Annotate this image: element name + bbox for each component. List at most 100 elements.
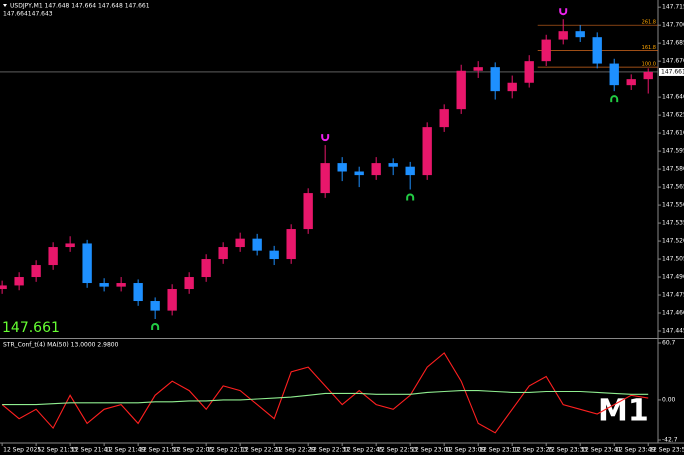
fib-label: 161.8: [642, 45, 656, 51]
x-tick-label: 12 Sep 22:45: [343, 447, 383, 454]
fib-label: 261.8: [642, 20, 656, 26]
indicator-line: [2, 390, 649, 406]
candle-body: [252, 238, 262, 251]
y-tick-label: 0.00: [662, 396, 676, 403]
fib-label: 100.0: [642, 62, 656, 68]
fractal-marker: [610, 95, 619, 103]
y-tick-label: 147.610: [662, 130, 684, 137]
candle-body: [473, 67, 483, 71]
x-tick-label: 12 Sep 22:29: [275, 447, 315, 454]
candle-body: [14, 277, 24, 286]
x-tick-label: 12 Sep 23:01: [411, 447, 451, 454]
y-tick-label: -42.7: [662, 436, 678, 443]
candle-body: [541, 39, 551, 62]
x-tick-label: 12 Sep 23:41: [581, 447, 621, 454]
y-tick-label: 147.685: [662, 40, 684, 47]
candle-body: [99, 283, 109, 287]
y-tick-label: 147.625: [662, 112, 684, 119]
x-tick-label: 12 Sep 23:09: [445, 447, 485, 454]
y-tick-label: 147.535: [662, 220, 684, 227]
x-tick-label: 12 Sep 23:17: [479, 447, 519, 454]
fractal-marker: [406, 193, 415, 201]
candle-body: [133, 283, 143, 302]
x-tick-label: 12 Sep 21:57: [139, 447, 179, 454]
fractal-marker: [151, 323, 160, 331]
candle-body: [592, 37, 602, 64]
x-tick-label: 12 Sep 21:41: [71, 447, 111, 454]
y-tick-label: 147.550: [662, 202, 684, 209]
fractal-marker: [321, 134, 330, 142]
current-price-tag: [659, 67, 684, 76]
candle-body: [388, 163, 398, 167]
candle-body: [0, 285, 7, 290]
candle-body: [643, 71, 653, 80]
y-tick-label: 147.490: [662, 274, 684, 281]
y-tick-label: 147.445: [662, 328, 684, 335]
candle-body: [184, 277, 194, 290]
candle-body: [507, 82, 517, 92]
y-tick-label: 147.475: [662, 292, 684, 299]
y-tick-label: 147.505: [662, 256, 684, 263]
y-tick-label: 147.715: [662, 4, 684, 11]
current-price-label: 147.661: [661, 68, 684, 75]
x-tick-label: 12 Sep 23:49: [615, 447, 655, 454]
candle-body: [609, 63, 619, 86]
symbol-header: USDJPY,M1 147.648 147.664 147.648 147.66…: [10, 3, 150, 10]
candle-body: [286, 229, 296, 260]
candle-body: [524, 61, 534, 83]
symbol-menu-arrow[interactable]: [3, 4, 7, 7]
y-tick-label: 60.7: [662, 340, 676, 347]
x-tick-label: 12 Sep 22:21: [241, 447, 281, 454]
candle-body: [269, 250, 279, 260]
candle-body: [31, 265, 41, 278]
bid-ask: 147.664147.643: [3, 11, 53, 18]
x-tick-label: 12 Sep 22:37: [309, 447, 349, 454]
y-tick-label: 147.595: [662, 148, 684, 155]
x-tick-label: 12 Sep 23:33: [547, 447, 587, 454]
candle-body: [456, 70, 466, 110]
candle-body: [439, 109, 449, 128]
x-tick-label: 12 Sep 23:57: [649, 447, 684, 454]
candle-body: [405, 166, 415, 176]
x-tick-label: 12 Sep 22:05: [173, 447, 213, 454]
x-tick-label: 12 Sep 22:53: [377, 447, 417, 454]
indicator-line: [1, 352, 649, 434]
candle-body: [558, 31, 568, 40]
candle-body: [320, 163, 330, 194]
x-tick-label: 12 Sep 23:25: [513, 447, 553, 454]
candle-body: [218, 247, 228, 260]
y-tick-label: 147.460: [662, 310, 684, 317]
candle-body: [490, 67, 500, 92]
candle-body: [354, 171, 364, 176]
y-tick-label: 147.520: [662, 238, 684, 245]
candle-body: [82, 243, 92, 284]
y-tick-label: 147.670: [662, 58, 684, 65]
y-tick-label: 147.580: [662, 166, 684, 173]
candle-body: [150, 301, 160, 311]
y-tick-label: 147.640: [662, 94, 684, 101]
candle-body: [371, 163, 381, 176]
candle-body: [48, 247, 58, 266]
candle-body: [201, 259, 211, 278]
candle-body: [626, 79, 636, 86]
y-tick-label: 147.700: [662, 22, 684, 29]
candle-body: [303, 193, 313, 230]
candle-body: [575, 31, 585, 38]
x-tick-label: 12 Sep 2025: [3, 447, 41, 454]
candle-body: [116, 283, 126, 287]
fractal-marker: [559, 8, 568, 16]
y-tick-label: 147.565: [662, 184, 684, 191]
candle-body: [337, 163, 347, 172]
candle-body: [422, 127, 432, 176]
indicator-title: STR_Conf_t(4) MA(50) 13.0000 2.9800: [3, 342, 119, 349]
x-tick-label: 12 Sep 22:13: [207, 447, 247, 454]
timeframe-label: M1: [598, 394, 649, 429]
x-tick-label: 12 Sep 21:49: [105, 447, 145, 454]
candle-body: [65, 243, 75, 248]
big-price: 147.661: [2, 320, 60, 336]
candle-body: [235, 238, 245, 248]
candle-body: [167, 289, 177, 311]
